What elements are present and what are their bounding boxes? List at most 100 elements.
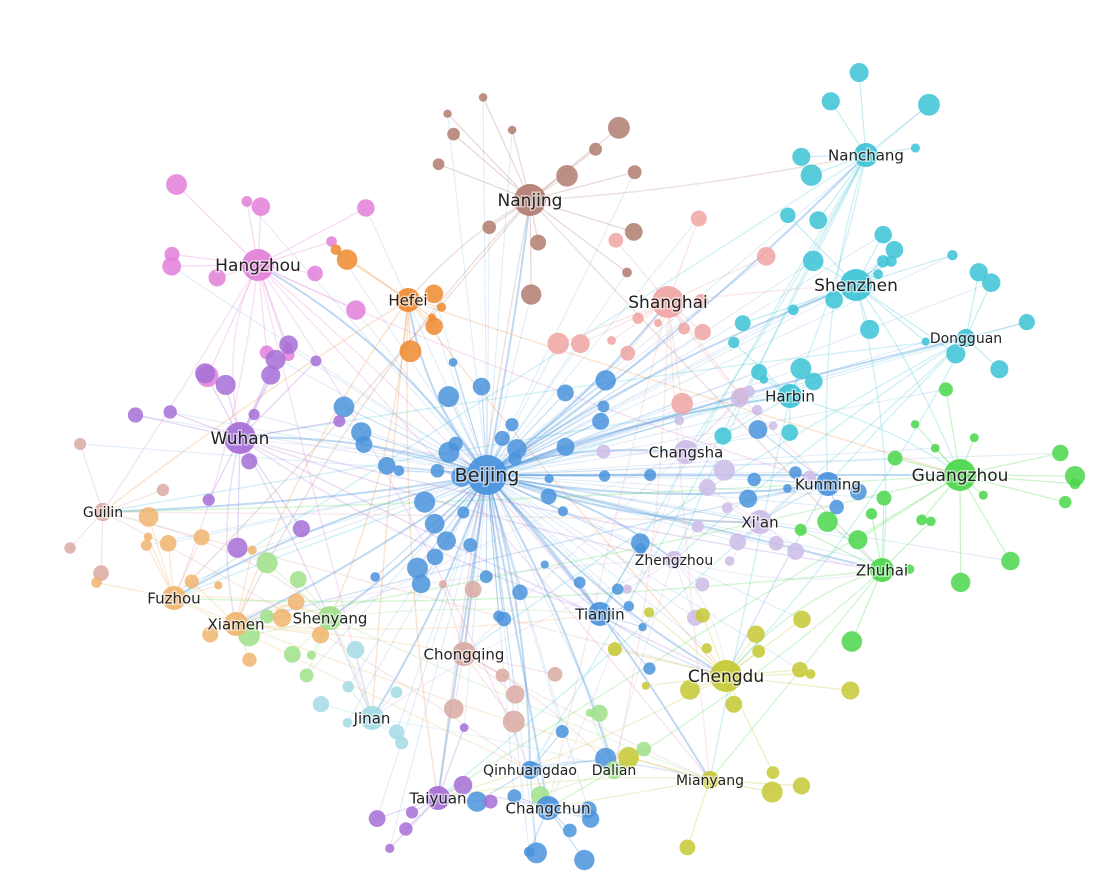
node[interactable] xyxy=(694,293,709,308)
node[interactable] xyxy=(312,695,330,713)
node[interactable] xyxy=(556,165,578,187)
node[interactable] xyxy=(184,574,199,589)
node[interactable] xyxy=(195,363,216,384)
node[interactable] xyxy=(969,433,979,443)
node[interactable] xyxy=(326,236,337,247)
node[interactable] xyxy=(414,491,436,513)
node[interactable] xyxy=(248,408,260,421)
node[interactable] xyxy=(1059,495,1072,509)
node[interactable] xyxy=(725,695,743,713)
city-node[interactable] xyxy=(701,771,719,789)
node[interactable] xyxy=(751,404,763,416)
node[interactable] xyxy=(849,63,869,83)
node[interactable] xyxy=(638,622,647,632)
node[interactable] xyxy=(714,427,732,445)
node[interactable] xyxy=(713,459,735,481)
node[interactable] xyxy=(821,92,840,111)
node[interactable] xyxy=(556,437,575,456)
node[interactable] xyxy=(792,147,811,166)
node[interactable] xyxy=(215,374,236,395)
node[interactable] xyxy=(590,704,608,722)
node[interactable] xyxy=(860,319,880,340)
node[interactable] xyxy=(950,572,971,593)
node[interactable] xyxy=(698,479,716,496)
node[interactable] xyxy=(910,143,920,153)
city-node[interactable] xyxy=(778,384,802,408)
node[interactable] xyxy=(721,502,733,514)
node[interactable] xyxy=(910,420,920,429)
node[interactable] xyxy=(990,360,1009,379)
node[interactable] xyxy=(311,626,330,644)
node[interactable] xyxy=(193,529,210,546)
node[interactable] xyxy=(265,349,286,370)
node[interactable] xyxy=(505,417,519,432)
node[interactable] xyxy=(691,520,704,533)
node[interactable] xyxy=(630,533,650,553)
node[interactable] xyxy=(432,158,445,171)
node[interactable] xyxy=(585,708,594,718)
node[interactable] xyxy=(841,681,860,700)
node[interactable] xyxy=(598,470,611,482)
node[interactable] xyxy=(393,465,405,476)
node[interactable] xyxy=(472,377,491,396)
node[interactable] xyxy=(74,437,87,451)
node[interactable] xyxy=(947,249,958,261)
node[interactable] xyxy=(333,415,346,428)
node[interactable] xyxy=(1069,478,1081,490)
node[interactable] xyxy=(904,564,915,574)
city-node[interactable] xyxy=(674,440,698,464)
node[interactable] xyxy=(747,472,761,487)
node[interactable] xyxy=(695,577,710,592)
city-node[interactable] xyxy=(242,249,274,281)
city-node[interactable] xyxy=(652,286,684,318)
node[interactable] xyxy=(333,396,355,418)
city-node[interactable] xyxy=(514,184,546,216)
node[interactable] xyxy=(787,543,805,560)
city-node[interactable] xyxy=(94,503,112,521)
node[interactable] xyxy=(438,386,460,408)
node[interactable] xyxy=(825,290,843,309)
node[interactable] xyxy=(969,263,988,282)
node[interactable] xyxy=(544,474,554,484)
node[interactable] xyxy=(547,667,563,682)
node[interactable] xyxy=(370,572,381,582)
node[interactable] xyxy=(627,165,642,180)
node[interactable] xyxy=(793,610,811,629)
node[interactable] xyxy=(680,680,700,700)
node[interactable] xyxy=(620,345,636,361)
node[interactable] xyxy=(506,685,525,704)
node[interactable] xyxy=(805,669,816,679)
node[interactable] xyxy=(728,336,740,349)
node[interactable] xyxy=(780,207,796,223)
node[interactable] xyxy=(794,523,807,536)
node[interactable] xyxy=(607,116,630,139)
node[interactable] xyxy=(829,499,844,515)
node[interactable] xyxy=(747,625,765,643)
node[interactable] xyxy=(399,340,422,363)
node[interactable] xyxy=(259,609,274,624)
node[interactable] xyxy=(459,723,469,733)
city-node[interactable] xyxy=(605,761,623,779)
node[interactable] xyxy=(573,576,586,589)
node[interactable] xyxy=(802,470,817,485)
node[interactable] xyxy=(876,490,892,506)
node[interactable] xyxy=(1064,465,1086,487)
node[interactable] xyxy=(865,508,878,520)
node[interactable] xyxy=(946,344,966,364)
node[interactable] xyxy=(241,196,253,207)
node[interactable] xyxy=(482,220,497,235)
node[interactable] xyxy=(251,197,271,216)
node[interactable] xyxy=(164,246,180,262)
node[interactable] xyxy=(592,412,610,430)
node[interactable] xyxy=(466,791,488,812)
node[interactable] xyxy=(447,127,460,141)
node[interactable] xyxy=(761,781,783,803)
node[interactable] xyxy=(478,93,488,102)
node[interactable] xyxy=(202,626,219,643)
node[interactable] xyxy=(530,234,547,251)
node[interactable] xyxy=(430,463,445,478)
node[interactable] xyxy=(608,232,624,248)
node[interactable] xyxy=(848,530,868,550)
node[interactable] xyxy=(800,164,823,186)
city-node[interactable] xyxy=(840,269,872,301)
